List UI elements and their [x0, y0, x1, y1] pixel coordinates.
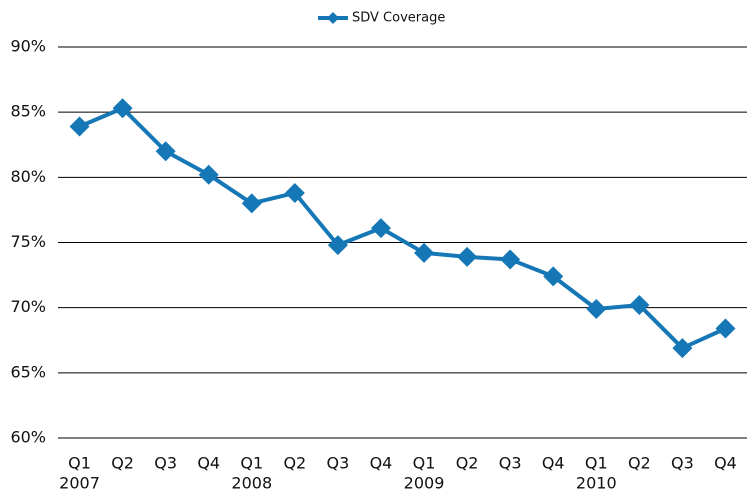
- point-marker: [414, 242, 435, 263]
- y-tick-label: 80%: [10, 167, 46, 186]
- point-marker: [327, 235, 348, 256]
- point-marker: [543, 266, 564, 287]
- point-marker: [586, 298, 607, 319]
- legend-label: SDV Coverage: [352, 11, 445, 26]
- x-tick-label: Q2: [111, 454, 134, 473]
- y-tick-label: 60%: [10, 428, 46, 447]
- x-tick-label: Q2: [628, 454, 651, 473]
- x-group-label: 2010: [576, 474, 617, 492]
- x-tick-label: Q2: [283, 454, 306, 473]
- point-marker: [500, 249, 521, 270]
- x-tick-label: Q1: [68, 454, 91, 473]
- point-marker: [284, 182, 305, 203]
- y-tick-label: 85%: [10, 102, 46, 121]
- point-marker: [155, 141, 176, 162]
- point-marker: [629, 295, 650, 316]
- x-group-label: 2007: [59, 474, 100, 492]
- x-group-label: 2008: [231, 474, 272, 492]
- point-marker: [198, 164, 219, 185]
- point-marker: [457, 246, 478, 267]
- x-group-label: 2009: [404, 474, 445, 492]
- point-marker: [370, 218, 391, 239]
- x-tick-label: Q4: [542, 454, 565, 473]
- x-tick-label: Q3: [671, 454, 694, 473]
- x-tick-label: Q3: [154, 454, 177, 473]
- series-line: [78, 106, 727, 351]
- y-tick-label: 70%: [10, 297, 46, 316]
- point-marker: [112, 98, 133, 119]
- x-tick-label: Q4: [370, 454, 393, 473]
- x-tick-label: Q1: [585, 454, 608, 473]
- x-tick-label: Q2: [456, 454, 479, 473]
- y-tick-label: 75%: [10, 232, 46, 251]
- x-tick-label: Q4: [197, 454, 220, 473]
- point-marker: [715, 318, 736, 339]
- x-tick-label: Q3: [327, 454, 350, 473]
- point-marker: [241, 193, 262, 214]
- point-marker: [672, 338, 693, 359]
- legend-marker: [327, 12, 339, 24]
- point-marker: [69, 116, 90, 137]
- x-tick-label: Q1: [413, 454, 436, 473]
- x-tick-label: Q3: [499, 454, 522, 473]
- y-tick-label: 90%: [10, 37, 46, 56]
- y-tick-label: 65%: [10, 362, 46, 381]
- x-tick-label: Q4: [714, 454, 737, 473]
- x-tick-label: Q1: [240, 454, 263, 473]
